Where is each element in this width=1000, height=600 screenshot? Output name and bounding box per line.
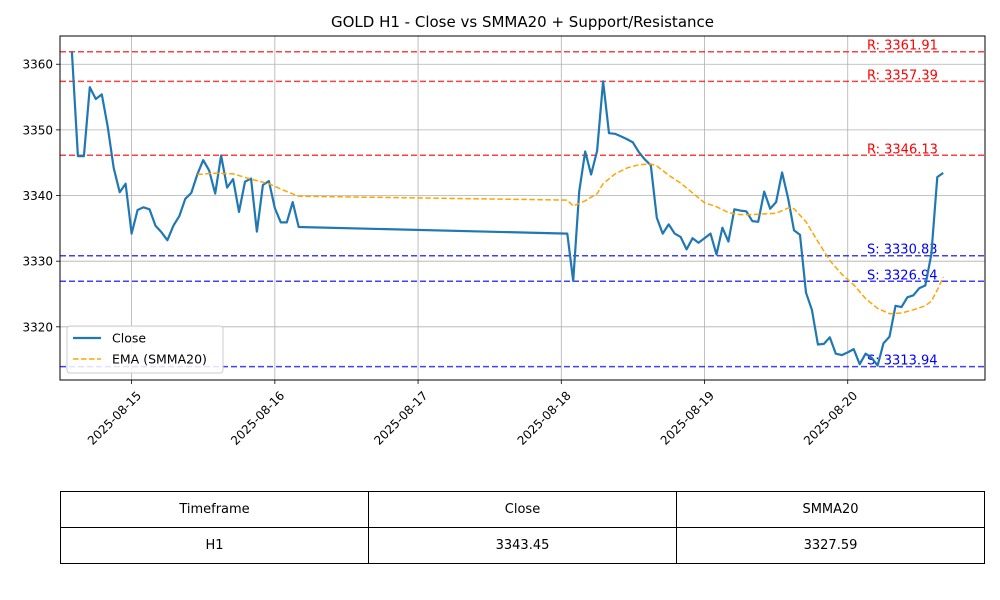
x-tick-label: 2025-08-18 <box>515 389 574 448</box>
cell-smma20: 3327.59 <box>676 527 985 564</box>
summary-table: Timeframe Close SMMA20 H1 3343.45 3327.5… <box>60 491 985 564</box>
legend-label: Close <box>112 331 146 346</box>
resistance-label: R: 3346.13 <box>867 142 938 157</box>
support-label: S: 3313.94 <box>867 354 938 369</box>
legend-box <box>66 325 224 374</box>
x-tick-label: 2025-08-20 <box>801 389 860 448</box>
close-series-line <box>70 51 944 367</box>
x-tick-label: 2025-08-15 <box>85 389 144 448</box>
resistance-label: R: 3357.39 <box>867 68 938 83</box>
smma20-series-line <box>197 163 944 315</box>
resistance-label: R: 3361.91 <box>867 39 938 54</box>
header-close: Close <box>368 491 677 528</box>
x-tick-label: 2025-08-17 <box>371 389 430 448</box>
legend-label: EMA (SMMA20) <box>112 352 207 367</box>
table-header-row: Timeframe Close SMMA20 <box>60 491 985 528</box>
cell-timeframe: H1 <box>60 527 369 564</box>
support-label: S: 3330.83 <box>867 243 938 258</box>
x-tick-label: 2025-08-19 <box>658 389 717 448</box>
support-label: S: 3326.94 <box>867 268 938 283</box>
y-tick-label: 3340 <box>22 189 53 203</box>
y-tick-label: 3320 <box>22 320 53 334</box>
header-timeframe: Timeframe <box>60 491 369 528</box>
table-row: H1 3343.45 3327.59 <box>60 527 985 564</box>
plot-frame <box>59 35 986 381</box>
x-tick-label: 2025-08-16 <box>228 389 287 448</box>
y-tick-label: 3330 <box>22 255 53 269</box>
y-tick-label: 3360 <box>22 58 53 72</box>
y-tick-label: 3350 <box>22 123 53 137</box>
chart-title: GOLD H1 - Close vs SMMA20 + Support/Resi… <box>331 13 714 31</box>
header-smma20: SMMA20 <box>676 491 985 528</box>
cell-close: 3343.45 <box>368 527 677 564</box>
